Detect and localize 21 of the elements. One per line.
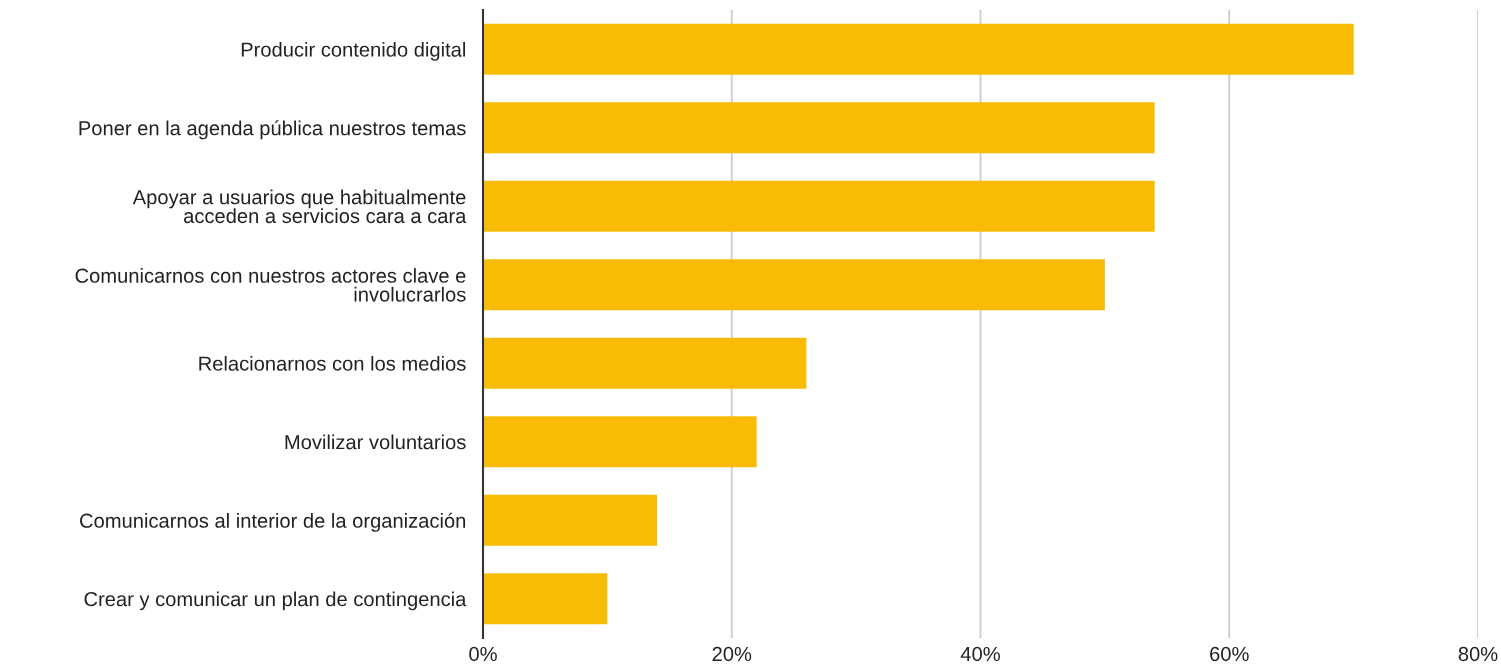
y-tick-label: Comunicarnos al interior de la organización: [80, 512, 466, 532]
x-tick-label: 80%: [1458, 646, 1498, 662]
bar: [483, 337, 807, 389]
x-tick-label: 0%: [469, 646, 497, 662]
bar: [483, 180, 1155, 232]
x-tick-label: 40%: [960, 646, 1000, 662]
x-tick-label: 60%: [1210, 646, 1249, 662]
bar: [483, 23, 1354, 75]
bar: [483, 102, 1155, 154]
y-tick-label: Apoyar a usuarios que habitualmente acceden a servicios cara a cara: [132, 189, 467, 224]
x-tick-label: 20%: [712, 646, 752, 662]
y-tick-label: Producir contenido digital: [241, 41, 465, 61]
bar: [483, 494, 658, 546]
bar: [483, 573, 608, 625]
y-tick-label: Relacionarnos con los medios: [199, 355, 466, 371]
y-tick-label: Crear y comunicar un plan de contingencia: [84, 591, 467, 611]
y-tick-label: Poner en la agenda pública nuestros temas: [79, 120, 466, 140]
y-tick-label: Comunicarnos con nuestros actores clave e involucrarlos: [75, 268, 466, 302]
y-tick-label: Movilizar voluntarios: [285, 434, 466, 450]
bar: [483, 259, 1105, 311]
bar: [483, 416, 757, 468]
